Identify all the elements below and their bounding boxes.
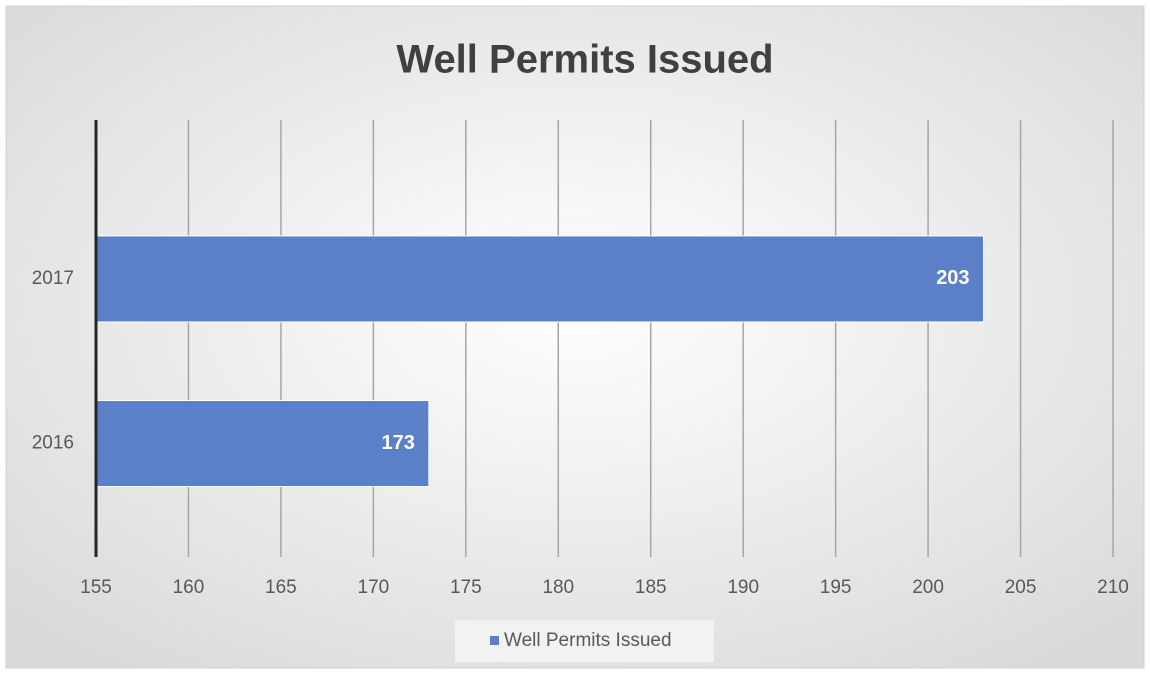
bar bbox=[95, 235, 985, 323]
x-tick-label: 160 bbox=[173, 577, 205, 598]
bar bbox=[95, 400, 430, 488]
x-tick-label: 180 bbox=[542, 577, 574, 598]
x-tick-label: 185 bbox=[635, 577, 667, 598]
x-tick-label: 175 bbox=[450, 577, 482, 598]
data-label: 203 bbox=[936, 267, 969, 289]
x-tick-label: 190 bbox=[727, 577, 759, 598]
data-label: 173 bbox=[381, 432, 414, 454]
x-tick-label: 170 bbox=[358, 577, 390, 598]
x-tick-label: 165 bbox=[265, 577, 297, 598]
x-tick-label: 155 bbox=[80, 577, 112, 598]
y-tick-label: 2017 bbox=[32, 268, 74, 289]
chart-title: Well Permits Issued bbox=[396, 38, 773, 82]
x-tick-label: 210 bbox=[1097, 577, 1129, 598]
y-tick-label: 2016 bbox=[32, 433, 74, 454]
x-tick-label: 195 bbox=[820, 577, 852, 598]
legend-label: Well Permits Issued bbox=[504, 630, 672, 651]
x-tick-label: 205 bbox=[1005, 577, 1037, 598]
legend-swatch bbox=[490, 636, 499, 645]
chart-area bbox=[5, 5, 1145, 669]
x-tick-label: 200 bbox=[912, 577, 944, 598]
